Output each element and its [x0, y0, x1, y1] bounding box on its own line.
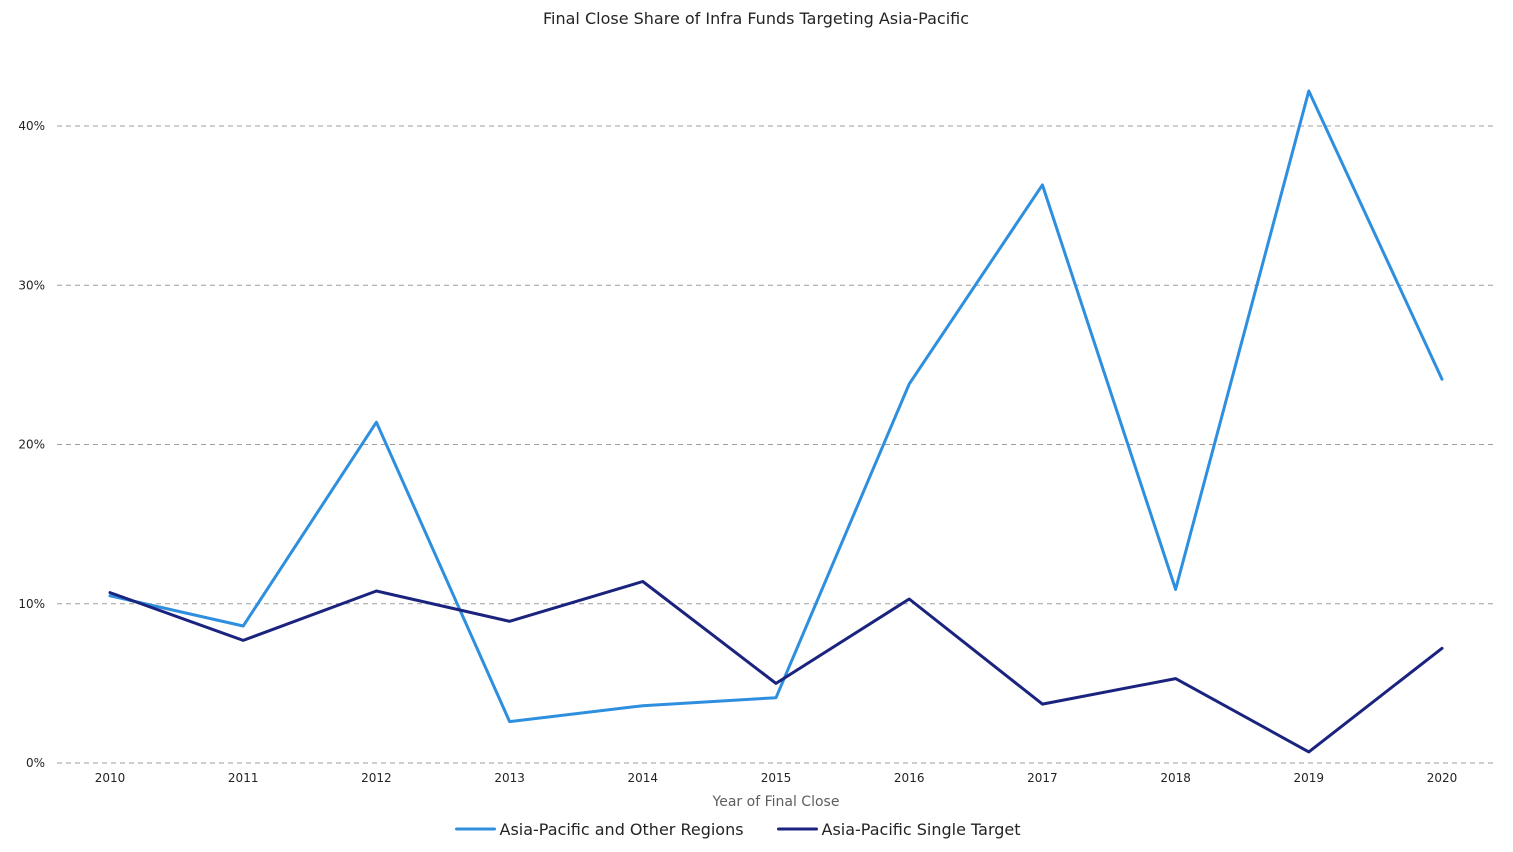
y-tick-label: 40%	[18, 119, 45, 133]
y-tick-label: 20%	[18, 438, 45, 452]
legend: Asia-Pacific and Other Regions Asia-Pacif…	[455, 820, 1021, 839]
y-tick-label: 0%	[26, 756, 45, 770]
x-tick-label: 2011	[228, 771, 259, 785]
y-tick-label: 10%	[18, 597, 45, 611]
x-axis-title: Year of Final Close	[712, 794, 840, 810]
y-axis-tick-labels: 0% 10% 20% 30% 40%	[18, 119, 45, 770]
series-line-1	[108, 89, 1444, 724]
legend-label-1: Asia-Pacific and Other Regions	[500, 820, 744, 839]
x-tick-label: 2015	[761, 771, 792, 785]
x-tick-label: 2017	[1027, 771, 1058, 785]
y-tick-label: 30%	[18, 278, 45, 292]
x-tick-label: 2020	[1427, 771, 1458, 785]
chart-title: Final Close Share of Infra Funds Targeti…	[543, 9, 969, 28]
x-tick-label: 2018	[1160, 771, 1191, 785]
series-lines	[108, 89, 1444, 754]
x-tick-label: 2012	[361, 771, 392, 785]
x-axis-tick-labels: 2010 2011 2012 2013 2014 2015 2016 2017 2018 2019…	[95, 771, 1458, 785]
gridlines	[57, 125, 1497, 764]
legend-label-2: Asia-Pacific Single Target	[822, 820, 1021, 839]
x-tick-label: 2013	[494, 771, 525, 785]
series-line-2	[108, 580, 1444, 754]
x-tick-label: 2016	[894, 771, 925, 785]
x-tick-label: 2010	[95, 771, 126, 785]
x-tick-label: 2019	[1294, 771, 1325, 785]
x-tick-label: 2014	[628, 771, 659, 785]
